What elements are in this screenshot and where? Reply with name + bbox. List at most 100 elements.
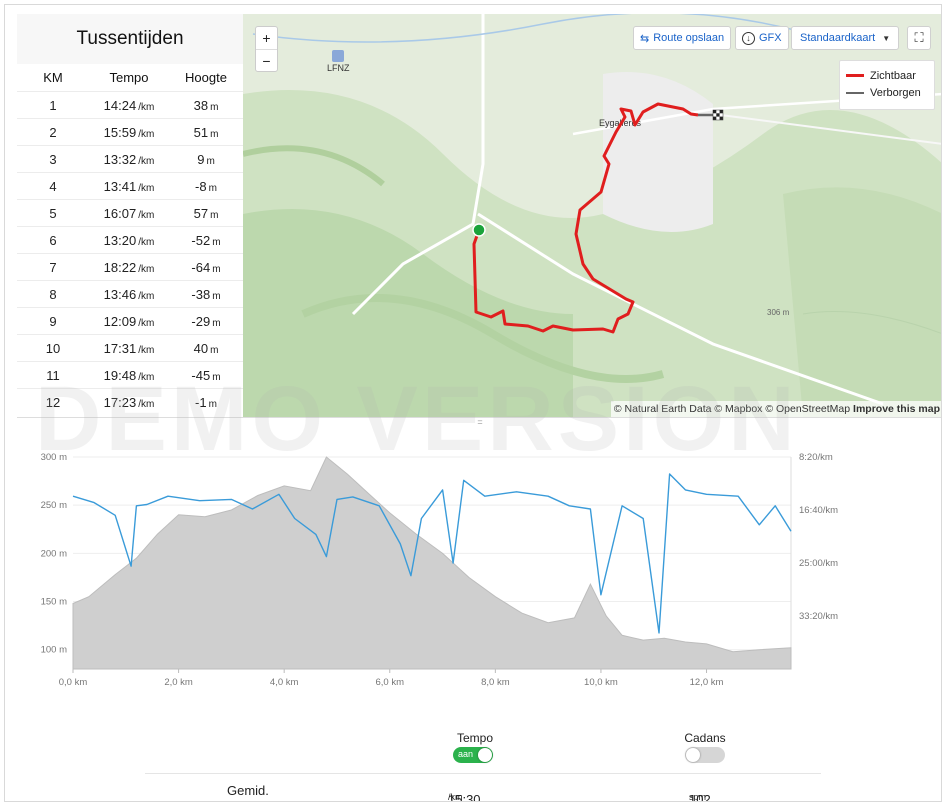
- split-tempo-unit: /km: [138, 263, 155, 275]
- tempo-toggle-knob: [478, 748, 492, 762]
- improve-map-link[interactable]: Improve this map: [853, 403, 940, 415]
- split-hoogte-value: -29: [191, 313, 211, 329]
- y-right-tick-label: 25:00/km: [799, 558, 838, 569]
- zoom-in-button[interactable]: +: [262, 30, 271, 46]
- attribution-text: © Natural Earth Data © Mapbox © OpenStre…: [613, 403, 851, 415]
- split-hoogte-value: 57: [193, 205, 209, 221]
- split-tempo-unit: /km: [138, 344, 155, 356]
- route-overlay: [472, 102, 724, 334]
- split-tempo-value: 17:23: [103, 394, 137, 410]
- split-tempo-unit: /km: [138, 398, 155, 410]
- split-hoogte: -45 m: [169, 368, 243, 383]
- split-hoogte-value: 9: [197, 151, 205, 167]
- split-tempo: 13:41/km: [89, 179, 169, 194]
- split-km: 7: [49, 259, 57, 275]
- split-tempo-unit: /km: [138, 236, 155, 248]
- legend-visible-label: Zichtbaar: [870, 69, 916, 82]
- expand-icon: ⛶: [914, 30, 924, 45]
- split-hoogte-value: -64: [191, 259, 211, 275]
- split-tempo: 13:32/km: [89, 152, 169, 167]
- chart-canvas[interactable]: 300 m 250 m 200 m 150 m 100 m 8:20/km 16:40/km…: [17, 445, 942, 695]
- x-tick-label: 8,0 km: [481, 677, 510, 688]
- split-hoogte-value: -38: [191, 286, 211, 302]
- fullscreen-button[interactable]: ⛶: [907, 26, 931, 50]
- split-hoogte: 38 m: [169, 98, 243, 113]
- legend-hidden-label: Verborgen: [870, 86, 921, 99]
- split-tempo-value: 12:09: [103, 313, 137, 329]
- split-row: 11 19:48/km -45 m: [17, 361, 243, 388]
- resize-handle[interactable]: =: [17, 417, 941, 427]
- split-tempo-unit: /km: [138, 101, 155, 113]
- split-hoogte-unit: m: [208, 398, 217, 410]
- y-left-tick-label: 250 m: [41, 500, 67, 511]
- gfx-button[interactable]: ↓ GFX: [735, 26, 789, 50]
- split-hoogte-value: -52: [191, 232, 211, 248]
- split-km: 3: [49, 151, 57, 167]
- split-tempo: 16:07/km: [89, 206, 169, 221]
- y-right-tick-label: 33:20/km: [799, 611, 838, 622]
- map-attribution: © Natural Earth Data © Mapbox © OpenStre…: [610, 401, 941, 417]
- x-tick-label: 4,0 km: [270, 677, 299, 688]
- zoom-out-button[interactable]: −: [256, 49, 277, 71]
- split-hoogte-value: -8: [195, 178, 207, 194]
- map-canvas[interactable]: [243, 14, 942, 417]
- split-hoogte-value: -45: [191, 367, 211, 383]
- save-route-button[interactable]: ⇆ Route opslaan: [633, 26, 732, 50]
- download-icon: ↓: [742, 31, 755, 45]
- split-hoogte-unit: m: [212, 236, 221, 248]
- route-legend: Zichtbaar Verborgen: [839, 60, 935, 110]
- legend-visible-swatch: [846, 74, 864, 77]
- y-right-tick-label: 16:40/km: [799, 505, 838, 516]
- legend-hidden-swatch: [846, 91, 864, 94]
- map-style-dropdown[interactable]: Standaardkaart ▼: [791, 26, 900, 50]
- cadans-toggle-knob: [686, 748, 700, 762]
- split-row: 6 13:20/km -52 m: [17, 226, 243, 253]
- split-hoogte-unit: m: [210, 101, 219, 113]
- finish-flag-icon: [712, 109, 724, 121]
- elevation-pace-chart[interactable]: 300 m 250 m 200 m 150 m 100 m 8:20/km 16:40/km…: [17, 445, 942, 695]
- route-map[interactable]: LFNZ Eygalieres 306 m + − ⇆ Route opslaa…: [243, 14, 942, 417]
- save-route-label: Route opslaan: [653, 32, 725, 44]
- split-tempo-unit: /km: [138, 209, 155, 221]
- gfx-label: GFX: [759, 32, 782, 44]
- split-km: 2: [49, 124, 57, 140]
- split-tempo: 17:23/km: [89, 395, 169, 410]
- split-tempo-value: 13:46: [103, 286, 137, 302]
- split-tempo-value: 17:31: [103, 340, 137, 356]
- split-km: 12: [45, 394, 61, 410]
- split-hoogte: 40 m: [169, 341, 243, 356]
- split-hoogte: -29 m: [169, 314, 243, 329]
- y-left-tick-label: 100 m: [41, 645, 67, 656]
- split-hoogte: -8 m: [169, 179, 243, 194]
- split-row: 1 14:24/km 38 m: [17, 91, 243, 118]
- tempo-toggle-label: Tempo: [456, 731, 494, 745]
- x-tick-label: 0,0 km: [59, 677, 88, 688]
- tempo-header: Tempo: [109, 70, 149, 85]
- airfield-label: LFNZ: [327, 63, 350, 73]
- split-hoogte-value: 38: [193, 97, 209, 113]
- cadans-toggle-label: Cadans: [684, 731, 726, 745]
- hoogte-header: Hoogte: [185, 70, 227, 85]
- split-km: 6: [49, 232, 57, 248]
- split-tempo-value: 13:41: [103, 178, 137, 194]
- split-row: 9 12:09/km -29 m: [17, 307, 243, 334]
- x-tick-label: 6,0 km: [376, 677, 405, 688]
- split-hoogte-unit: m: [210, 209, 219, 221]
- avg-tempo-unit: /km: [448, 792, 463, 802]
- y-left-tick-label: 300 m: [41, 452, 67, 463]
- avg-tempo-value: 15:30: [448, 792, 481, 802]
- avg-label: Gemid.: [227, 783, 269, 798]
- tempo-toggle-state: aan: [458, 749, 474, 759]
- split-km: 5: [49, 205, 57, 221]
- split-tempo-unit: /km: [138, 290, 155, 302]
- cadans-toggle[interactable]: [685, 747, 725, 763]
- splits-rows: 1 14:24/km 38 m 2 15:59/km 51 m 3 13:32/km 9 m 4 13:4…: [17, 91, 243, 415]
- tempo-toggle[interactable]: aan: [453, 747, 493, 763]
- stats-area: Tempo aan Cadans Gemid. 15:30 /km 102 sp…: [5, 725, 941, 801]
- split-tempo-value: 13:32: [103, 151, 137, 167]
- y-left-tick-label: 200 m: [41, 548, 67, 559]
- split-tempo: 15:59/km: [89, 125, 169, 140]
- split-hoogte: -64 m: [169, 260, 243, 275]
- average-row: Gemid. 15:30 /km 102 spm: [145, 773, 821, 801]
